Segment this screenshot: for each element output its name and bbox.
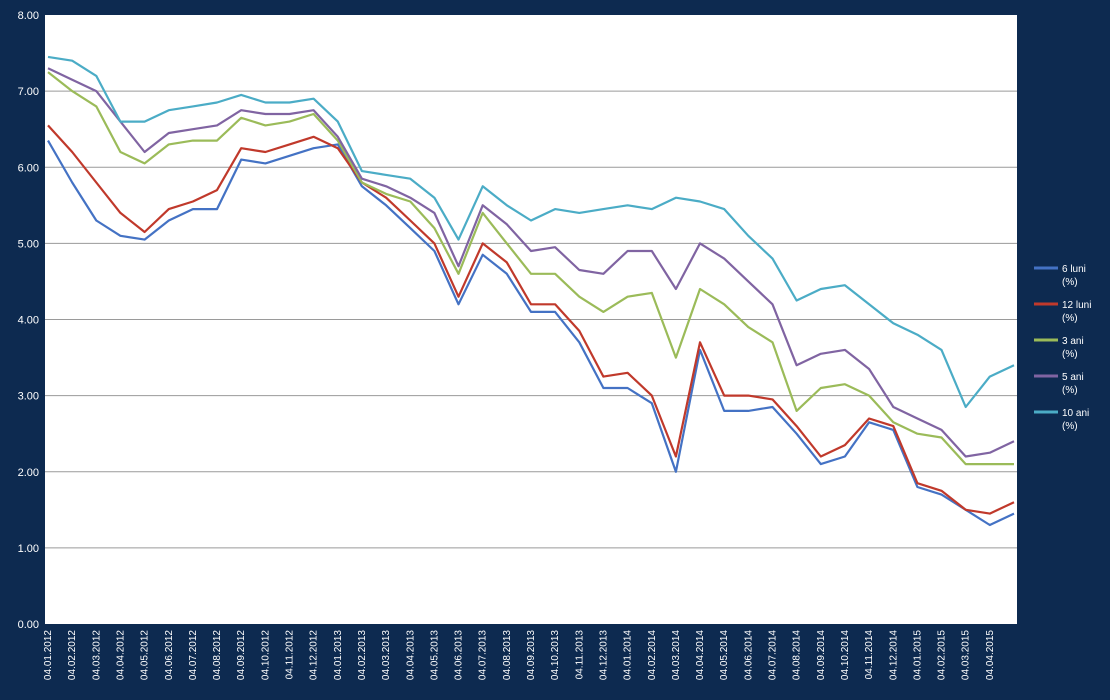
x-tick-label: 04.05.2013 bbox=[429, 630, 440, 680]
legend-label: 5 ani (%) bbox=[1062, 372, 1084, 396]
x-tick-label: 04.08.2012 bbox=[212, 630, 223, 680]
y-axis-ticks: 0.00 1.00 2.00 3.00 4.00 5.00 6.00 7.00 8.00 bbox=[18, 10, 39, 631]
series-line-4 bbox=[47, 55, 1015, 409]
x-tick-label: 04.03.2012 bbox=[91, 630, 102, 680]
x-tick-label: 04.05.2012 bbox=[140, 630, 151, 680]
gridlines bbox=[45, 90, 1017, 549]
x-tick-label: 04.11.2014 bbox=[864, 630, 875, 680]
y-tick-label: 6.00 bbox=[18, 162, 39, 174]
x-tick-label: 04.04.2015 bbox=[985, 630, 996, 680]
y-tick-label: 7.00 bbox=[18, 86, 39, 98]
x-tick-label: 04.07.2013 bbox=[478, 630, 489, 680]
y-tick-label: 5.00 bbox=[18, 238, 39, 250]
series-line-3 bbox=[47, 67, 1015, 458]
x-tick-label: 04.11.2012 bbox=[285, 630, 296, 680]
x-tick-label: 04.02.2012 bbox=[67, 630, 78, 680]
x-tick-label: 04.04.2014 bbox=[695, 630, 706, 680]
x-tick-label: 04.01.2015 bbox=[912, 630, 923, 680]
x-tick-label: 04.09.2013 bbox=[526, 630, 537, 680]
legend-label: 6 luni (%) bbox=[1062, 264, 1086, 288]
y-tick-label: 2.00 bbox=[18, 467, 39, 479]
legend-label: 10 ani (%) bbox=[1062, 408, 1089, 432]
legend-label: 3 ani (%) bbox=[1062, 336, 1084, 360]
series-line-0 bbox=[47, 140, 1015, 527]
x-axis-ticks: 04.01.2012 04.02.2012 04.03.2012 04.04.2012… bbox=[43, 630, 996, 680]
x-tick-label: 04.02.2014 bbox=[647, 630, 658, 680]
x-tick-label: 04.06.2014 bbox=[743, 630, 754, 680]
legend-label: 12 luni (%) bbox=[1062, 300, 1091, 324]
x-tick-label: 04.08.2014 bbox=[792, 630, 803, 680]
y-tick-label: 8.00 bbox=[18, 10, 39, 22]
x-tick-label: 04.04.2012 bbox=[115, 630, 126, 680]
x-tick-label: 04.08.2013 bbox=[502, 630, 513, 680]
x-tick-label: 04.09.2014 bbox=[816, 630, 827, 680]
x-tick-label: 04.09.2012 bbox=[236, 630, 247, 680]
legend: 6 luni (%) 12 luni (%) 3 ani (%) 5 ani (%) 10 an… bbox=[1034, 264, 1091, 432]
x-tick-label: 04.10.2013 bbox=[550, 630, 561, 680]
y-tick-label: 3.00 bbox=[18, 391, 39, 403]
series-line-1 bbox=[47, 124, 1015, 515]
x-tick-label: 04.05.2014 bbox=[719, 630, 730, 680]
x-tick-label: 04.02.2013 bbox=[357, 630, 368, 680]
y-tick-label: 4.00 bbox=[18, 315, 39, 327]
x-tick-label: 04.12.2012 bbox=[309, 630, 320, 680]
x-tick-label: 04.03.2015 bbox=[961, 630, 972, 680]
x-tick-label: 04.12.2013 bbox=[598, 630, 609, 680]
x-tick-label: 04.03.2013 bbox=[381, 630, 392, 680]
y-tick-label: 0.00 bbox=[18, 619, 39, 631]
x-tick-label: 04.01.2012 bbox=[43, 630, 54, 680]
x-tick-label: 04.01.2014 bbox=[623, 630, 634, 680]
x-tick-label: 04.07.2012 bbox=[188, 630, 199, 680]
x-tick-label: 04.03.2014 bbox=[671, 630, 682, 680]
x-tick-label: 04.12.2014 bbox=[888, 630, 899, 680]
x-tick-label: 04.04.2013 bbox=[405, 630, 416, 680]
x-tick-label: 04.01.2013 bbox=[333, 630, 344, 680]
x-tick-label: 04.07.2014 bbox=[768, 630, 779, 680]
series-lines bbox=[47, 55, 1015, 527]
x-tick-label: 04.10.2014 bbox=[840, 630, 851, 680]
series-line-2 bbox=[47, 71, 1014, 466]
x-tick-label: 04.11.2013 bbox=[574, 630, 585, 680]
x-tick-label: 04.02.2015 bbox=[937, 630, 948, 680]
x-tick-label: 04.06.2013 bbox=[454, 630, 465, 680]
x-tick-label: 04.10.2012 bbox=[260, 630, 271, 680]
x-tick-label: 04.06.2012 bbox=[164, 630, 175, 680]
y-tick-label: 1.00 bbox=[18, 543, 39, 555]
